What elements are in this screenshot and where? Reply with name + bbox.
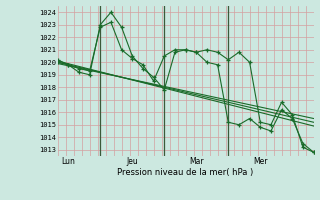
X-axis label: Pression niveau de la mer( hPa ): Pression niveau de la mer( hPa )	[117, 168, 254, 177]
